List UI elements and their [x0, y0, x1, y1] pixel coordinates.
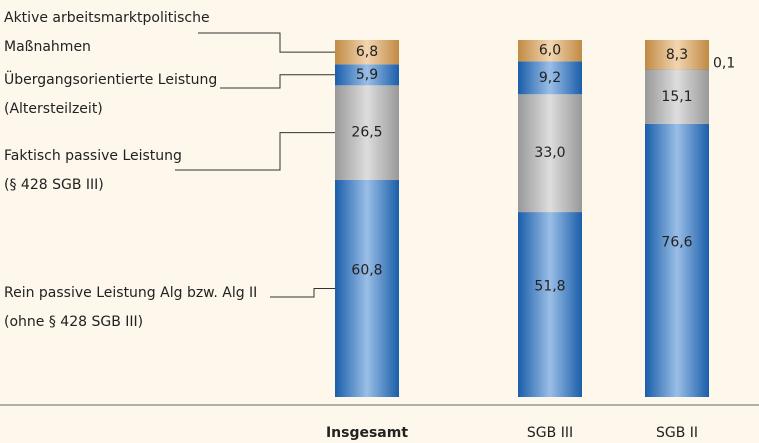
- leader-line: [220, 74, 335, 89]
- bar-segment: [335, 85, 399, 180]
- x-tick-label: Insgesamt: [326, 425, 408, 441]
- value-label: 60,8: [351, 262, 382, 278]
- value-label: 6,0: [539, 43, 561, 59]
- bar-segment: [335, 40, 399, 65]
- value-label: 8,3: [666, 47, 688, 63]
- value-label: 0,1: [713, 56, 735, 72]
- value-label: 5,9: [356, 67, 378, 83]
- bar-segment: [518, 94, 582, 213]
- legend-label: Rein passive Leistung Alg bzw. Alg II (o…: [4, 285, 258, 330]
- leader-line: [198, 32, 335, 53]
- value-label: 76,6: [661, 234, 692, 250]
- bar-segment: [645, 40, 709, 70]
- bar-segment: [518, 40, 582, 62]
- leader-line: [175, 132, 335, 171]
- bar-segment: [335, 179, 399, 397]
- x-tick-label: SGB III: [527, 425, 573, 441]
- legend-label: Faktisch passive Leistung (§ 428 SGB III…: [4, 148, 182, 193]
- value-label: 9,2: [539, 70, 561, 86]
- leader-line: [270, 287, 335, 298]
- bar-segment: [518, 212, 582, 397]
- value-label: 26,5: [351, 125, 382, 141]
- bar-segment: [645, 123, 709, 397]
- bar-segment: [645, 69, 709, 124]
- bar-segment: [518, 61, 582, 95]
- value-label: 51,8: [534, 279, 565, 295]
- value-label: 33,0: [534, 145, 565, 161]
- x-tick-label: SGB II: [656, 425, 698, 441]
- value-label: 6,8: [356, 44, 378, 60]
- bar-segment: [335, 64, 399, 86]
- value-label: 15,1: [661, 89, 692, 105]
- legend-label: Aktive arbeitsmarktpolitische Maßnahmen: [4, 10, 210, 55]
- legend-label: Übergangsorientierte Leistung (Alterstei…: [4, 72, 218, 117]
